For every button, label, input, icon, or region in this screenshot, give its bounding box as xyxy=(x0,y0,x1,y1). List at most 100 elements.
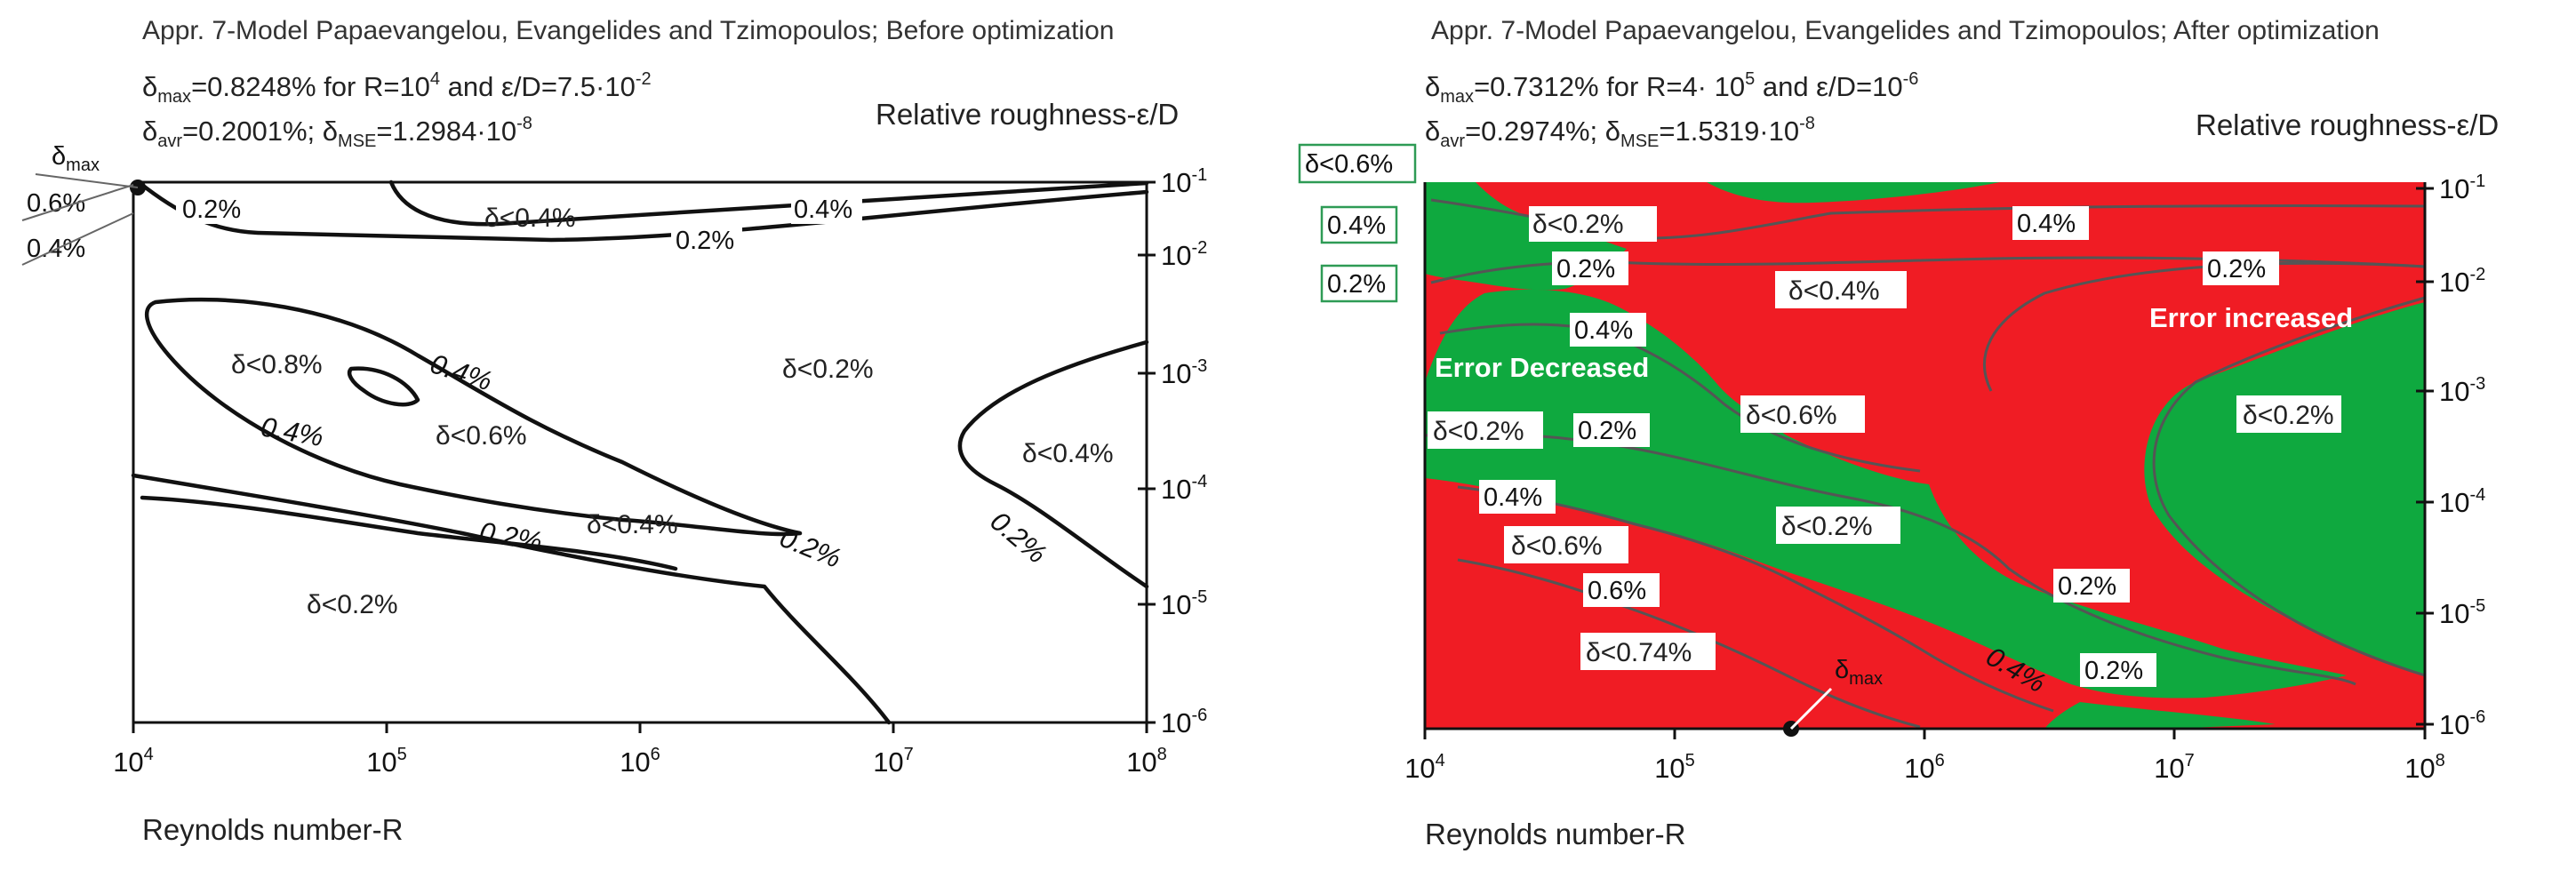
contour-after-8 xyxy=(2152,296,2426,677)
region-bg-after-6 xyxy=(1580,633,1716,670)
leader-before-2 xyxy=(21,212,134,266)
max-label-before: δmax xyxy=(52,142,100,175)
region-after-1: δ<0.4% xyxy=(1788,276,1880,306)
title-before: Appr. 7-Model Papaevangelou, Evangelides… xyxy=(142,16,1114,45)
region-bg-after-5 xyxy=(1504,526,1628,563)
chart-after: Appr. 7-Model Papaevangelou, Evangelides… xyxy=(1298,16,2499,850)
xtick-label-before-1: 105 xyxy=(366,745,407,778)
ytick-label-before-5: 10-6 xyxy=(1161,706,1207,738)
contour-before-6 xyxy=(957,339,1149,589)
xtick-label-before-4: 108 xyxy=(1126,745,1167,778)
region-before-1: δ<0.2% xyxy=(782,355,874,384)
ytick-label-before-2: 10-3 xyxy=(1161,356,1207,389)
clab-bg-after-10 xyxy=(2080,653,2156,687)
leftlab-after-0: δ<0.6% xyxy=(1305,150,1393,179)
xlabel-after: Reynolds number-R xyxy=(1425,818,1685,850)
clab-before-0: 0.2% xyxy=(182,196,241,224)
leftlab-after-box-1 xyxy=(1320,205,1398,244)
max-leader-before xyxy=(35,173,139,188)
region-after-4: δ<0.2% xyxy=(1433,417,1524,446)
ylabel-after: Relative roughness-ε/D xyxy=(2196,108,2499,141)
contour-before-4 xyxy=(347,366,420,407)
xtick-label-after-0: 104 xyxy=(1404,751,1445,784)
max-leader-after xyxy=(1789,687,1833,730)
region-bg-after-3 xyxy=(1776,507,1900,544)
region-bg-after-4 xyxy=(1428,411,1543,449)
green-region-band xyxy=(1425,289,2347,698)
ytick-label-after-5: 10-6 xyxy=(2439,707,2485,740)
ytick-label-before-0: 10-1 xyxy=(1161,165,1207,198)
region-after-6: δ<0.74% xyxy=(1586,638,1692,667)
ytick-label-before-1: 10-2 xyxy=(1161,238,1207,271)
contour-after-3 xyxy=(1439,323,1921,473)
clab-bg-after-6 xyxy=(1479,480,1556,514)
contour-before-3 xyxy=(144,297,803,537)
ytick-label-after-1: 10-2 xyxy=(2439,265,2485,298)
contours-before xyxy=(131,180,1149,725)
clab-bg-after-5 xyxy=(1573,413,1650,447)
ytick-label-before-3: 10-4 xyxy=(1161,472,1207,505)
contour-after-7 xyxy=(1983,261,2426,392)
xtick-label-after-2: 106 xyxy=(1904,751,1945,784)
region-after-2: δ<0.6% xyxy=(1746,401,1837,430)
clab-bg-before-2 xyxy=(671,222,742,254)
region-bg-after-2 xyxy=(1740,395,1865,433)
clab-after-2: 0.4% xyxy=(2017,210,2076,238)
ylabel-before: Relative roughness-ε/D xyxy=(876,98,1179,131)
region-before-5: δ<0.4% xyxy=(1022,439,1114,468)
clab-after-7: 0.2% xyxy=(2058,572,2116,601)
clab-before-1: 0.4% xyxy=(794,196,852,224)
contour-before-7 xyxy=(140,495,678,571)
clab-after-6: 0.4% xyxy=(1484,483,1542,512)
ytick-label-before-4: 10-5 xyxy=(1161,587,1207,620)
stat-avr-after: δavr=0.2974%; δMSE=1.5319·10-8 xyxy=(1425,114,1815,151)
clab-after-0: δ<0.2% xyxy=(1532,210,1624,239)
xtick-label-before-0: 104 xyxy=(113,745,154,778)
clab-bg-after-3 xyxy=(1570,313,1646,347)
ytick-label-after-4: 10-5 xyxy=(2439,596,2485,629)
clab-bg-after-7 xyxy=(2053,569,2130,603)
clab-bg-after-8 xyxy=(1583,573,1660,607)
clab-after-10: 0.2% xyxy=(2084,657,2143,685)
clab-bg-before-0 xyxy=(176,192,238,224)
xtick-label-after-4: 108 xyxy=(2404,751,2445,784)
clab-after-8: 0.6% xyxy=(1588,577,1646,605)
xtick-label-after-1: 105 xyxy=(1654,751,1695,784)
region-before-0: δ<0.4% xyxy=(484,204,576,233)
clab-after-4: 0.2% xyxy=(2207,255,2266,283)
leader-before-1 xyxy=(21,184,134,221)
green-region-right xyxy=(2144,302,2425,675)
clab-after-3: 0.4% xyxy=(1574,316,1633,345)
clab-bg-after-4 xyxy=(2203,251,2279,285)
title-after: Appr. 7-Model Papaevangelou, Evangelides… xyxy=(1431,16,2380,45)
xtick-label-before-3: 107 xyxy=(873,745,914,778)
clab-bg-after-2 xyxy=(2012,206,2089,240)
clab-before-2: 0.2% xyxy=(676,227,734,255)
plot-area-before xyxy=(133,182,1147,722)
contour-after-5 xyxy=(1457,485,2054,713)
leftlab-after-box-0 xyxy=(1298,143,1417,184)
legend-error-increased: Error increased xyxy=(2149,302,2353,333)
region-before-4: δ<0.4% xyxy=(587,510,678,539)
region-after-5: δ<0.6% xyxy=(1511,531,1603,561)
xlabel-before: Reynolds number-R xyxy=(142,813,403,846)
region-before-2: δ<0.8% xyxy=(231,350,323,379)
region-before-3: δ<0.6% xyxy=(436,421,527,451)
region-after-0: δ<0.2% xyxy=(2243,401,2334,430)
xtick-label-after-3: 107 xyxy=(2154,751,2195,784)
chart-before: Appr. 7-Model Papaevangelou, Evangelides… xyxy=(21,16,1207,846)
leftlab-after-2: 0.2% xyxy=(1327,270,1386,299)
clab-bg-after-1 xyxy=(1552,251,1628,285)
stat-max-before: δmax=0.8248% for R=104 and ε/D=7.5·10-2 xyxy=(142,69,652,107)
y-ticks-before: 10-1 10-2 10-3 10-4 10-5 10-6 xyxy=(1138,165,1207,738)
green-region-bottom xyxy=(2044,702,2276,729)
x-ticks-after: 104 105 106 107 108 xyxy=(1404,729,2445,784)
stat-max-after: δmax=0.7312% for R=4· 105 and ε/D=10-6 xyxy=(1425,69,1918,107)
contour-before-5 xyxy=(131,473,892,725)
clab-bg-before-1 xyxy=(791,192,862,224)
max-label-after: δmax xyxy=(1835,656,1883,689)
x-ticks-before: 104 105 106 107 108 xyxy=(113,722,1167,778)
region-before-6: δ<0.2% xyxy=(307,590,398,619)
region-bg-after-0 xyxy=(2236,395,2341,433)
